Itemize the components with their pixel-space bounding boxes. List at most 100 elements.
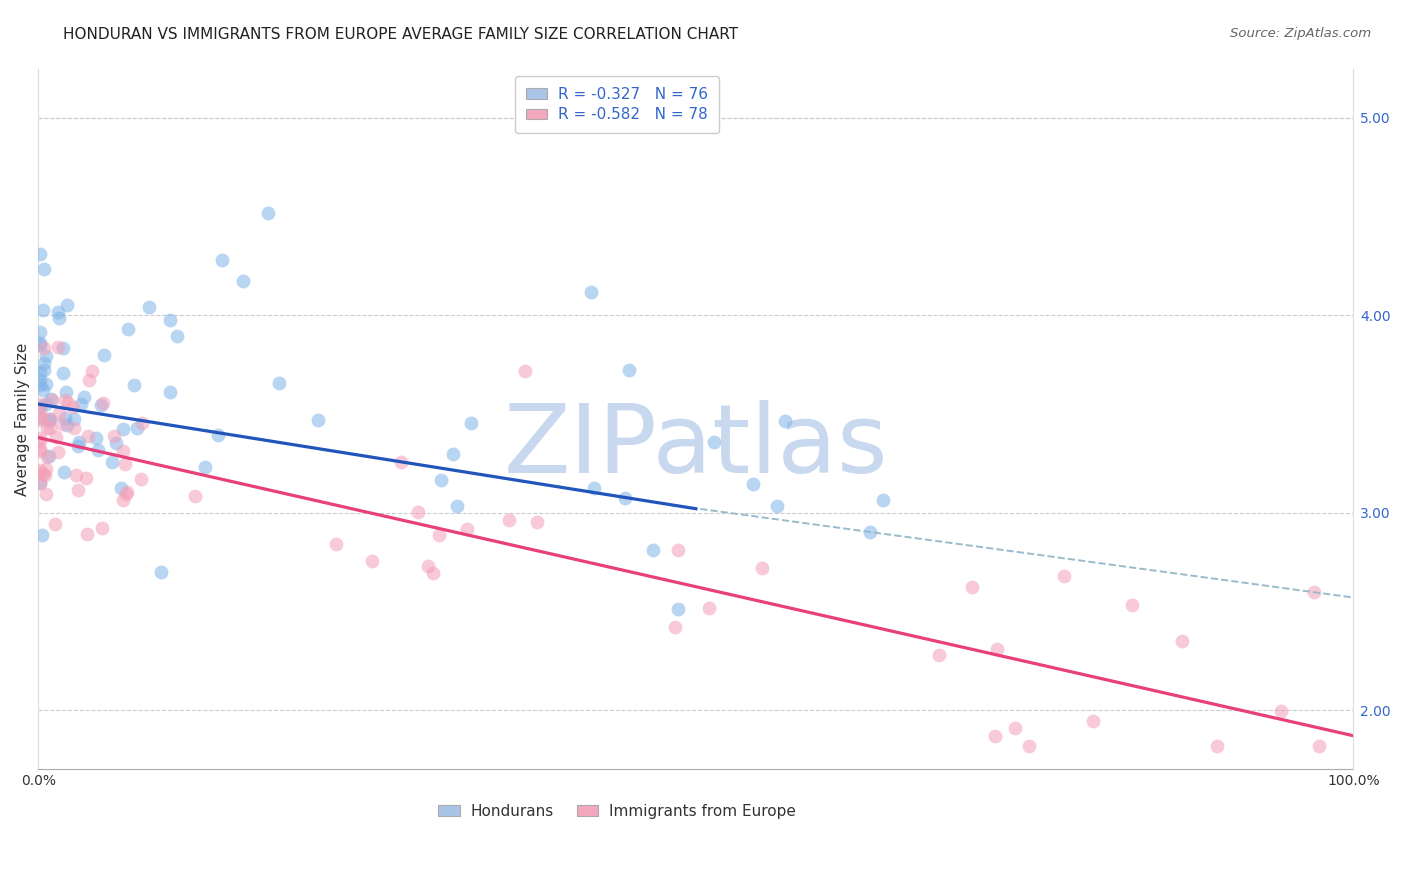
Point [643,543,665,558]
Point [28,338,51,352]
Point [666,602,689,616]
Point [184,489,207,503]
Point [117,322,139,336]
Point [765,499,787,513]
Point [872,493,894,508]
Point [62,400,84,414]
Point [28,442,51,456]
Point [150,565,173,579]
Point [742,476,765,491]
Point [194,459,217,474]
Point [46,305,69,319]
Point [87,442,110,457]
Point [1171,634,1194,648]
Point [28,475,51,490]
Point [422,566,444,580]
Text: HONDURAN VS IMMIGRANTS FROM EUROPE AVERAGE FAMILY SIZE CORRELATION CHART: HONDURAN VS IMMIGRANTS FROM EUROPE AVERA… [63,27,738,42]
Point [48,406,70,420]
Point [773,414,796,428]
Point [28,475,51,490]
Point [699,601,721,615]
Point [513,363,536,377]
Point [427,528,450,542]
Point [28,443,51,458]
Point [32,356,55,370]
Point [664,620,686,634]
Point [441,447,464,461]
Point [39,392,62,407]
Point [76,526,98,541]
Point [84,431,107,445]
Point [73,391,96,405]
Point [52,341,75,355]
Point [32,262,55,277]
Point [30,413,52,427]
Point [93,348,115,362]
Point [31,302,53,317]
Point [1018,739,1040,753]
Point [112,421,135,435]
Point [1053,569,1076,583]
Point [35,397,58,411]
Point [41,392,63,407]
Point [28,410,51,425]
Point [960,580,983,594]
Point [80,364,103,378]
Point [28,336,51,351]
Point [325,537,347,551]
Point [1206,739,1229,753]
Point [67,435,90,450]
Point [75,471,97,485]
Point [129,472,152,486]
Point [166,329,188,343]
Point [31,467,53,482]
Point [859,524,882,539]
Text: Source: ZipAtlas.com: Source: ZipAtlas.com [1230,27,1371,40]
Point [101,455,124,469]
Point [582,481,605,495]
Point [498,513,520,527]
Point [579,285,602,299]
Point [55,384,77,399]
Point [159,385,181,400]
Point [38,412,60,426]
Point [53,392,76,407]
Point [28,409,51,424]
Point [617,363,640,377]
Point [984,730,1007,744]
Point [34,467,56,482]
Point [1121,599,1143,613]
Point [35,421,58,435]
Point [131,416,153,430]
Point [122,377,145,392]
Point [67,483,90,498]
Point [28,466,51,480]
Point [35,487,58,501]
Point [125,421,148,435]
Point [93,396,115,410]
Point [44,516,66,531]
Point [360,554,382,568]
Point [112,444,135,458]
Point [28,325,51,339]
Point [111,493,134,508]
Point [138,300,160,314]
Point [34,341,56,355]
Point [928,648,950,663]
Point [77,373,100,387]
Point [257,205,280,219]
Point [1004,721,1026,735]
Y-axis label: Average Family Size: Average Family Size [15,343,30,496]
Point [28,373,51,387]
Point [32,383,55,397]
Point [114,457,136,471]
Point [53,410,76,425]
Point [35,462,58,476]
Point [52,366,75,380]
Point [526,515,548,529]
Point [207,428,229,442]
Point [1270,704,1292,718]
Point [32,362,55,376]
Point [159,313,181,327]
Point [416,558,439,573]
